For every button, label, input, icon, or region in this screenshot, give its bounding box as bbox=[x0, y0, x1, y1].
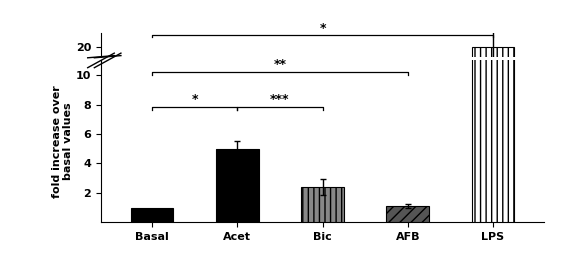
Bar bbox=[387, 230, 429, 240]
Text: *: * bbox=[319, 22, 326, 35]
Bar bbox=[301, 217, 344, 240]
Text: ***: *** bbox=[270, 93, 289, 106]
Text: **: ** bbox=[273, 58, 287, 71]
Bar bbox=[131, 231, 173, 240]
Bar bbox=[387, 206, 429, 222]
Bar bbox=[131, 208, 173, 222]
Bar bbox=[472, 47, 514, 240]
Y-axis label: fold increase over
basal values: fold increase over basal values bbox=[52, 85, 73, 198]
Bar bbox=[301, 187, 344, 222]
Bar bbox=[216, 192, 259, 240]
Bar bbox=[472, 0, 514, 222]
Text: *: * bbox=[191, 93, 198, 106]
Bar bbox=[216, 149, 259, 222]
